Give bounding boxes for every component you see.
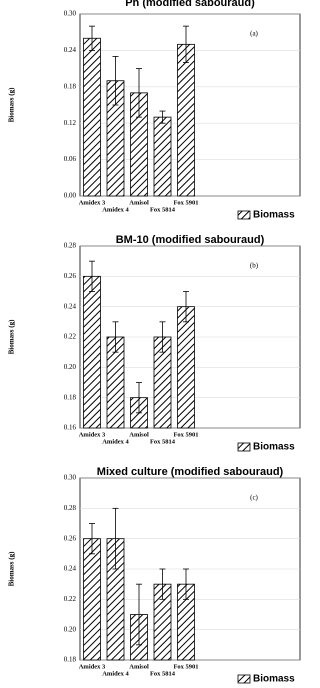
y-tick-label: 0.18 [64,656,77,664]
bar [177,43,195,197]
y-axis-label: Biomass (g) [8,551,16,586]
annotation: (a) [250,30,258,38]
legend-label: Biomass [253,442,295,453]
y-axis-label: Biomass (g) [8,319,16,354]
y-tick-label: 0.12 [64,119,77,127]
legend-label: Biomass [253,210,295,221]
bar [177,306,195,429]
legend-swatch [237,442,251,452]
error-bar [159,110,166,124]
error-bar [112,507,119,570]
y-tick-label: 0.26 [64,534,77,542]
x-tick-label: Amisol [129,199,149,206]
y-tick-label: 0.20 [64,625,77,633]
error-bar [89,260,95,292]
y-tick-label: 0.24 [64,46,77,54]
x-tick-label: Fox 5814 [150,438,176,445]
x-tick-label: Amidex 3 [79,199,106,206]
y-tick-label: 0.24 [64,302,77,310]
x-tick-label: Amidex 3 [79,431,106,438]
x-tick-label: Fox 5814 [150,206,176,213]
chart-title: BM-10 (modified sabouraud) [116,234,265,246]
error-bar [112,56,119,106]
y-tick-label: 0.16 [64,424,77,432]
y-tick-label: 0.06 [64,155,77,163]
error-bar [89,25,95,51]
y-tick-label: 0.22 [64,595,77,603]
y-tick-label: 0.30 [64,474,77,482]
x-tick-label: Amidex 4 [102,670,129,677]
y-axis-label: Biomass (g) [8,87,16,122]
bar [153,116,172,197]
bar [83,37,101,197]
error-bar [136,68,142,118]
x-tick-label: Fox 5814 [150,670,176,677]
error-bar [159,321,166,353]
error-bar [112,321,119,353]
legend-label: Biomass [253,674,295,685]
y-tick-label: 0.00 [64,192,77,200]
error-bar [183,291,189,323]
y-tick-label: 0.28 [64,242,77,250]
bar [83,275,101,429]
annotation: (c) [250,494,258,502]
y-tick-label: 0.18 [64,393,77,401]
x-tick-label: Fox 5901 [173,199,198,206]
legend-swatch [237,210,251,220]
x-tick-label: Amidex 4 [102,438,129,445]
x-tick-label: Amisol [129,663,149,670]
bar [83,538,101,661]
error-bar [159,568,166,600]
error-bar [89,523,95,555]
y-tick-label: 0.22 [64,333,77,341]
annotation: (b) [250,262,259,270]
legend-swatch [237,674,251,684]
x-tick-label: Amidex 4 [102,206,129,213]
error-bar [183,25,189,63]
x-tick-label: Amidex 3 [79,663,106,670]
y-tick-label: 0.24 [64,565,77,573]
y-tick-label: 0.30 [64,10,77,18]
x-tick-label: Amisol [129,431,149,438]
x-tick-label: Fox 5901 [173,663,198,670]
y-tick-label: 0.20 [64,363,77,371]
chart-title: Ph (modified sabouraud) [125,0,255,9]
x-tick-label: Fox 5901 [173,431,198,438]
y-tick-label: 0.28 [64,504,77,512]
error-bar [136,382,142,414]
error-bar [183,568,189,600]
y-tick-label: 0.18 [64,82,77,90]
y-tick-label: 0.26 [64,272,77,280]
chart-title: Mixed culture (modified sabouraud) [97,466,284,478]
error-bar [136,583,142,646]
